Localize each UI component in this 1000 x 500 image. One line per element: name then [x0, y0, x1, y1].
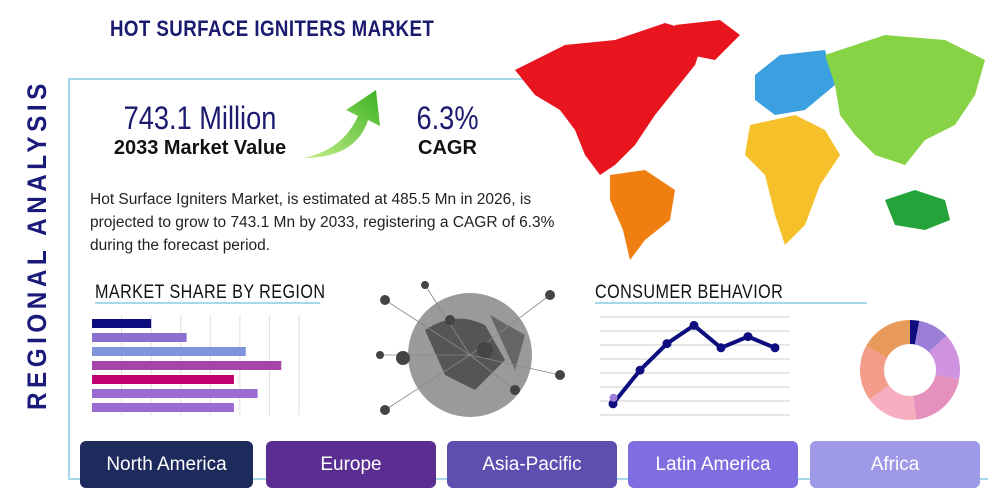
consumer-heading: CONSUMER BEHAVIOR — [595, 282, 784, 303]
donut-slice — [914, 320, 947, 353]
africa — [745, 115, 840, 245]
asia — [825, 35, 985, 165]
region-button-asia-pacific[interactable]: Asia-Pacific — [447, 441, 617, 488]
line-point — [608, 399, 618, 409]
line-point — [770, 343, 780, 353]
frame — [68, 78, 588, 480]
bar — [92, 319, 152, 328]
line-point-highlight — [609, 393, 618, 402]
globe-network-icon — [376, 281, 565, 417]
north-america — [515, 23, 705, 175]
region-button-latin-america[interactable]: Latin America — [628, 441, 798, 488]
donut-slice — [860, 345, 889, 400]
cagr-value: 6.3% — [416, 100, 479, 136]
line-point — [716, 343, 726, 353]
bar — [92, 333, 187, 342]
share-underline — [95, 302, 320, 304]
description: Hot Surface Igniters Market, is estimate… — [90, 191, 555, 254]
donut-slice — [913, 374, 960, 420]
donut-slice — [928, 335, 960, 380]
europe — [755, 50, 835, 115]
market-value: 743.1 Million — [123, 100, 277, 136]
market-value-label: 2033 Market Value — [113, 137, 287, 159]
page-title: HOT SURFACE IGNITERS MARKET — [110, 16, 435, 41]
south-america — [610, 170, 675, 260]
line-point — [689, 320, 699, 330]
line-chart — [600, 316, 790, 416]
line-point — [662, 339, 672, 349]
share-heading: MARKET SHARE BY REGION — [95, 282, 326, 303]
donut-chart — [860, 320, 960, 420]
bar — [92, 389, 258, 398]
consumer-underline — [595, 302, 867, 304]
growth-arrow-icon — [303, 90, 380, 158]
greenland — [675, 20, 740, 60]
line-point — [743, 332, 753, 342]
bar — [92, 403, 234, 412]
bar-chart — [92, 315, 300, 415]
cagr-label: CAGR — [418, 137, 477, 159]
donut-slice — [869, 385, 917, 420]
side-label: REGIONAL ANALYSIS — [22, 79, 52, 410]
bar — [92, 375, 234, 384]
bar — [92, 361, 282, 370]
australia — [885, 190, 950, 230]
line-point — [635, 365, 645, 375]
region-button-north-america[interactable]: North America — [80, 441, 253, 488]
bar — [92, 347, 246, 356]
world-map — [515, 20, 985, 260]
donut-slice — [910, 320, 920, 345]
region-button-africa[interactable]: Africa — [810, 441, 980, 488]
donut-slice — [866, 320, 910, 358]
region-button-europe[interactable]: Europe — [266, 441, 436, 488]
